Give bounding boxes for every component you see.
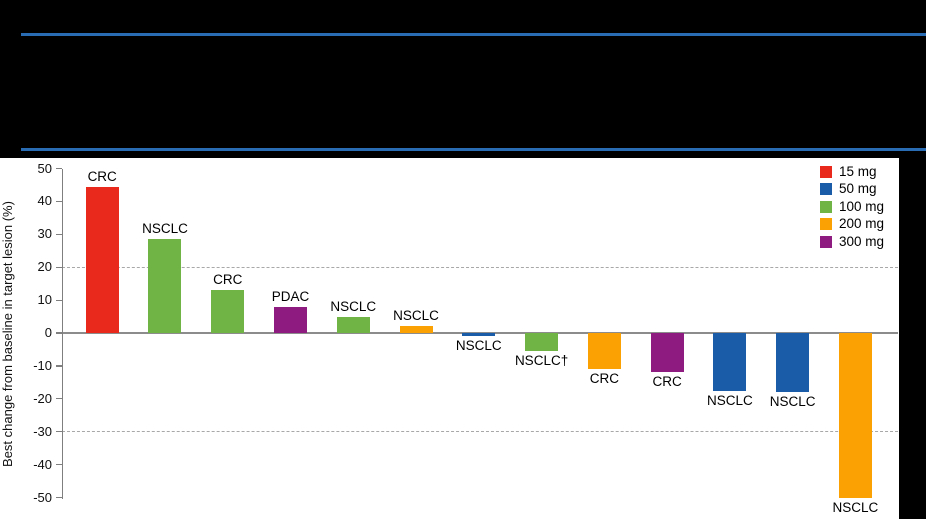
zero-line xyxy=(62,332,898,334)
bar-label: CRC xyxy=(213,272,243,288)
bar-label: CRC xyxy=(87,168,117,184)
legend-swatch-icon xyxy=(820,183,832,196)
bar-label: NSCLC xyxy=(393,308,439,324)
y-tick-label: 20 xyxy=(37,259,52,275)
legend-label: 100 mg xyxy=(839,198,885,214)
legend-row: 100 mg xyxy=(820,198,884,216)
y-axis-line xyxy=(62,168,64,499)
bar xyxy=(85,186,119,333)
chart-panel: Best change from baseline in target lesi… xyxy=(0,158,899,519)
y-tick-label: 10 xyxy=(37,292,52,308)
y-tick xyxy=(55,299,62,301)
y-tick-label: -20 xyxy=(33,390,52,406)
reference-line xyxy=(62,431,898,433)
bar xyxy=(838,333,872,498)
bar xyxy=(399,326,433,333)
legend-label: 15 mg xyxy=(839,163,877,179)
bar-label: CRC xyxy=(652,374,682,390)
y-tick-label: 40 xyxy=(37,193,52,209)
bar xyxy=(336,316,370,333)
bar-label: NSCLC† xyxy=(514,353,569,369)
y-tick-label: 30 xyxy=(37,226,52,242)
y-tick-label: -10 xyxy=(33,357,52,373)
y-tick xyxy=(55,464,62,466)
bar-label: NSCLC xyxy=(455,338,502,354)
y-tick-label: 0 xyxy=(44,325,52,340)
legend-swatch-icon xyxy=(820,165,832,178)
y-tick-label: -30 xyxy=(33,423,52,439)
y-tick xyxy=(55,266,62,268)
y-tick xyxy=(55,200,62,203)
legend-label: 200 mg xyxy=(839,216,885,232)
y-tick xyxy=(55,431,62,433)
bar xyxy=(587,333,621,370)
legend-label: 300 mg xyxy=(839,233,885,249)
bar-label: NSCLC xyxy=(142,221,188,237)
y-tick xyxy=(55,365,62,367)
legend-label: 50 mg xyxy=(839,181,877,197)
y-tick-label: 50 xyxy=(37,160,52,176)
bar xyxy=(211,290,245,333)
bar-label: NSCLC xyxy=(330,298,377,314)
y-tick xyxy=(55,496,62,499)
header-rule-top xyxy=(21,33,926,36)
legend-row: 15 mg xyxy=(820,163,884,181)
bar xyxy=(525,333,559,352)
legend-swatch-icon xyxy=(820,200,832,213)
bar xyxy=(148,239,182,333)
y-tick xyxy=(55,167,62,170)
bar xyxy=(713,333,747,391)
legend-row: 300 mg xyxy=(820,233,884,251)
bar-label: NSCLC xyxy=(707,392,753,408)
reference-line xyxy=(62,266,898,268)
y-tick xyxy=(55,332,62,334)
bar xyxy=(274,306,307,333)
legend-swatch-icon xyxy=(820,218,832,231)
y-tick xyxy=(55,398,62,400)
legend-row: 50 mg xyxy=(820,181,884,199)
bar-label: NSCLC xyxy=(769,394,816,410)
y-tick-label: -40 xyxy=(33,456,52,472)
bar xyxy=(650,333,684,373)
plot-area: 50 40 30 20 10 0 -10 -20 -30 -40 -50 CRC NSCLC CRC PDA… xyxy=(0,158,899,519)
legend-swatch-icon xyxy=(820,235,832,248)
y-tick xyxy=(55,233,62,235)
legend: 15 mg 50 mg 100 mg 200 mg 300 mg xyxy=(820,163,884,251)
header-rule-bottom xyxy=(21,148,926,151)
bar-label: NSCLC xyxy=(832,499,879,515)
bar-label: PDAC xyxy=(271,288,310,304)
bar xyxy=(462,333,496,337)
bar xyxy=(776,333,810,393)
y-tick-label: -50 xyxy=(33,489,52,505)
legend-row: 200 mg xyxy=(820,216,884,234)
bar-label: CRC xyxy=(589,371,619,387)
